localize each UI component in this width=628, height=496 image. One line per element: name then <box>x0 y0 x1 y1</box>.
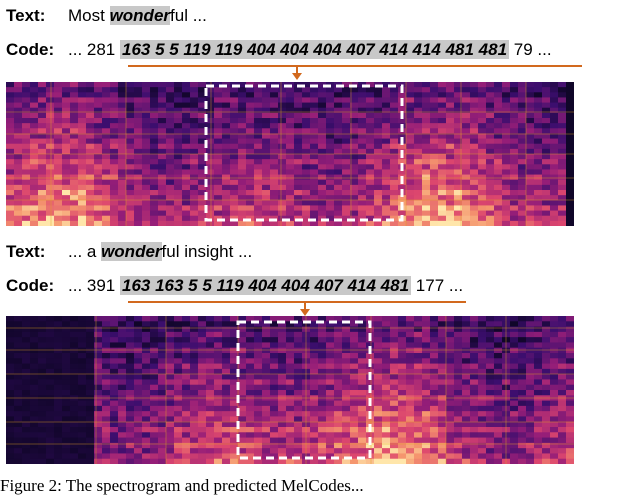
text-pre: ... a <box>68 242 102 261</box>
mapping-arrow-2 <box>128 301 466 316</box>
code-highlight: 163 163 5 5 119 404 404 407 414 481 <box>119 276 412 295</box>
spectrogram-1 <box>6 82 574 226</box>
code-highlight: 163 5 5 119 119 404 404 404 407 414 414 … <box>119 40 510 59</box>
text-post: ful insight ... <box>161 242 253 261</box>
text-post: ful ... <box>170 6 207 25</box>
code-post: 177 ... <box>411 276 464 295</box>
code-pre: ... 281 <box>68 40 120 59</box>
spectrogram-2 <box>6 316 574 464</box>
highlighted-word: wonder <box>109 6 171 25</box>
code-label: Code: <box>6 276 55 295</box>
code-line-1: Code: ... 281 163 5 5 119 119 404 404 404… <box>6 38 552 62</box>
highlight-box <box>236 320 372 460</box>
mapping-arrow-1 <box>128 65 582 80</box>
code-label: Code: <box>6 40 55 59</box>
highlight-box <box>204 84 404 222</box>
code-post: 79 ... <box>509 40 552 59</box>
text-line-2: Text: ... a wonderful insight ... <box>6 240 252 264</box>
code-line-2: Code: ... 391 163 163 5 5 119 404 404 407… <box>6 274 463 298</box>
code-pre: ... 391 <box>68 276 120 295</box>
text-line-1: Text: Most wonderful ... <box>6 4 207 28</box>
figure-caption: Figure 2: The spectrogram and predicted … <box>0 476 364 495</box>
text-label: Text: <box>6 6 46 25</box>
highlighted-word: wonder <box>101 242 162 261</box>
text-label: Text: <box>6 242 46 261</box>
text-pre: Most <box>68 6 110 25</box>
